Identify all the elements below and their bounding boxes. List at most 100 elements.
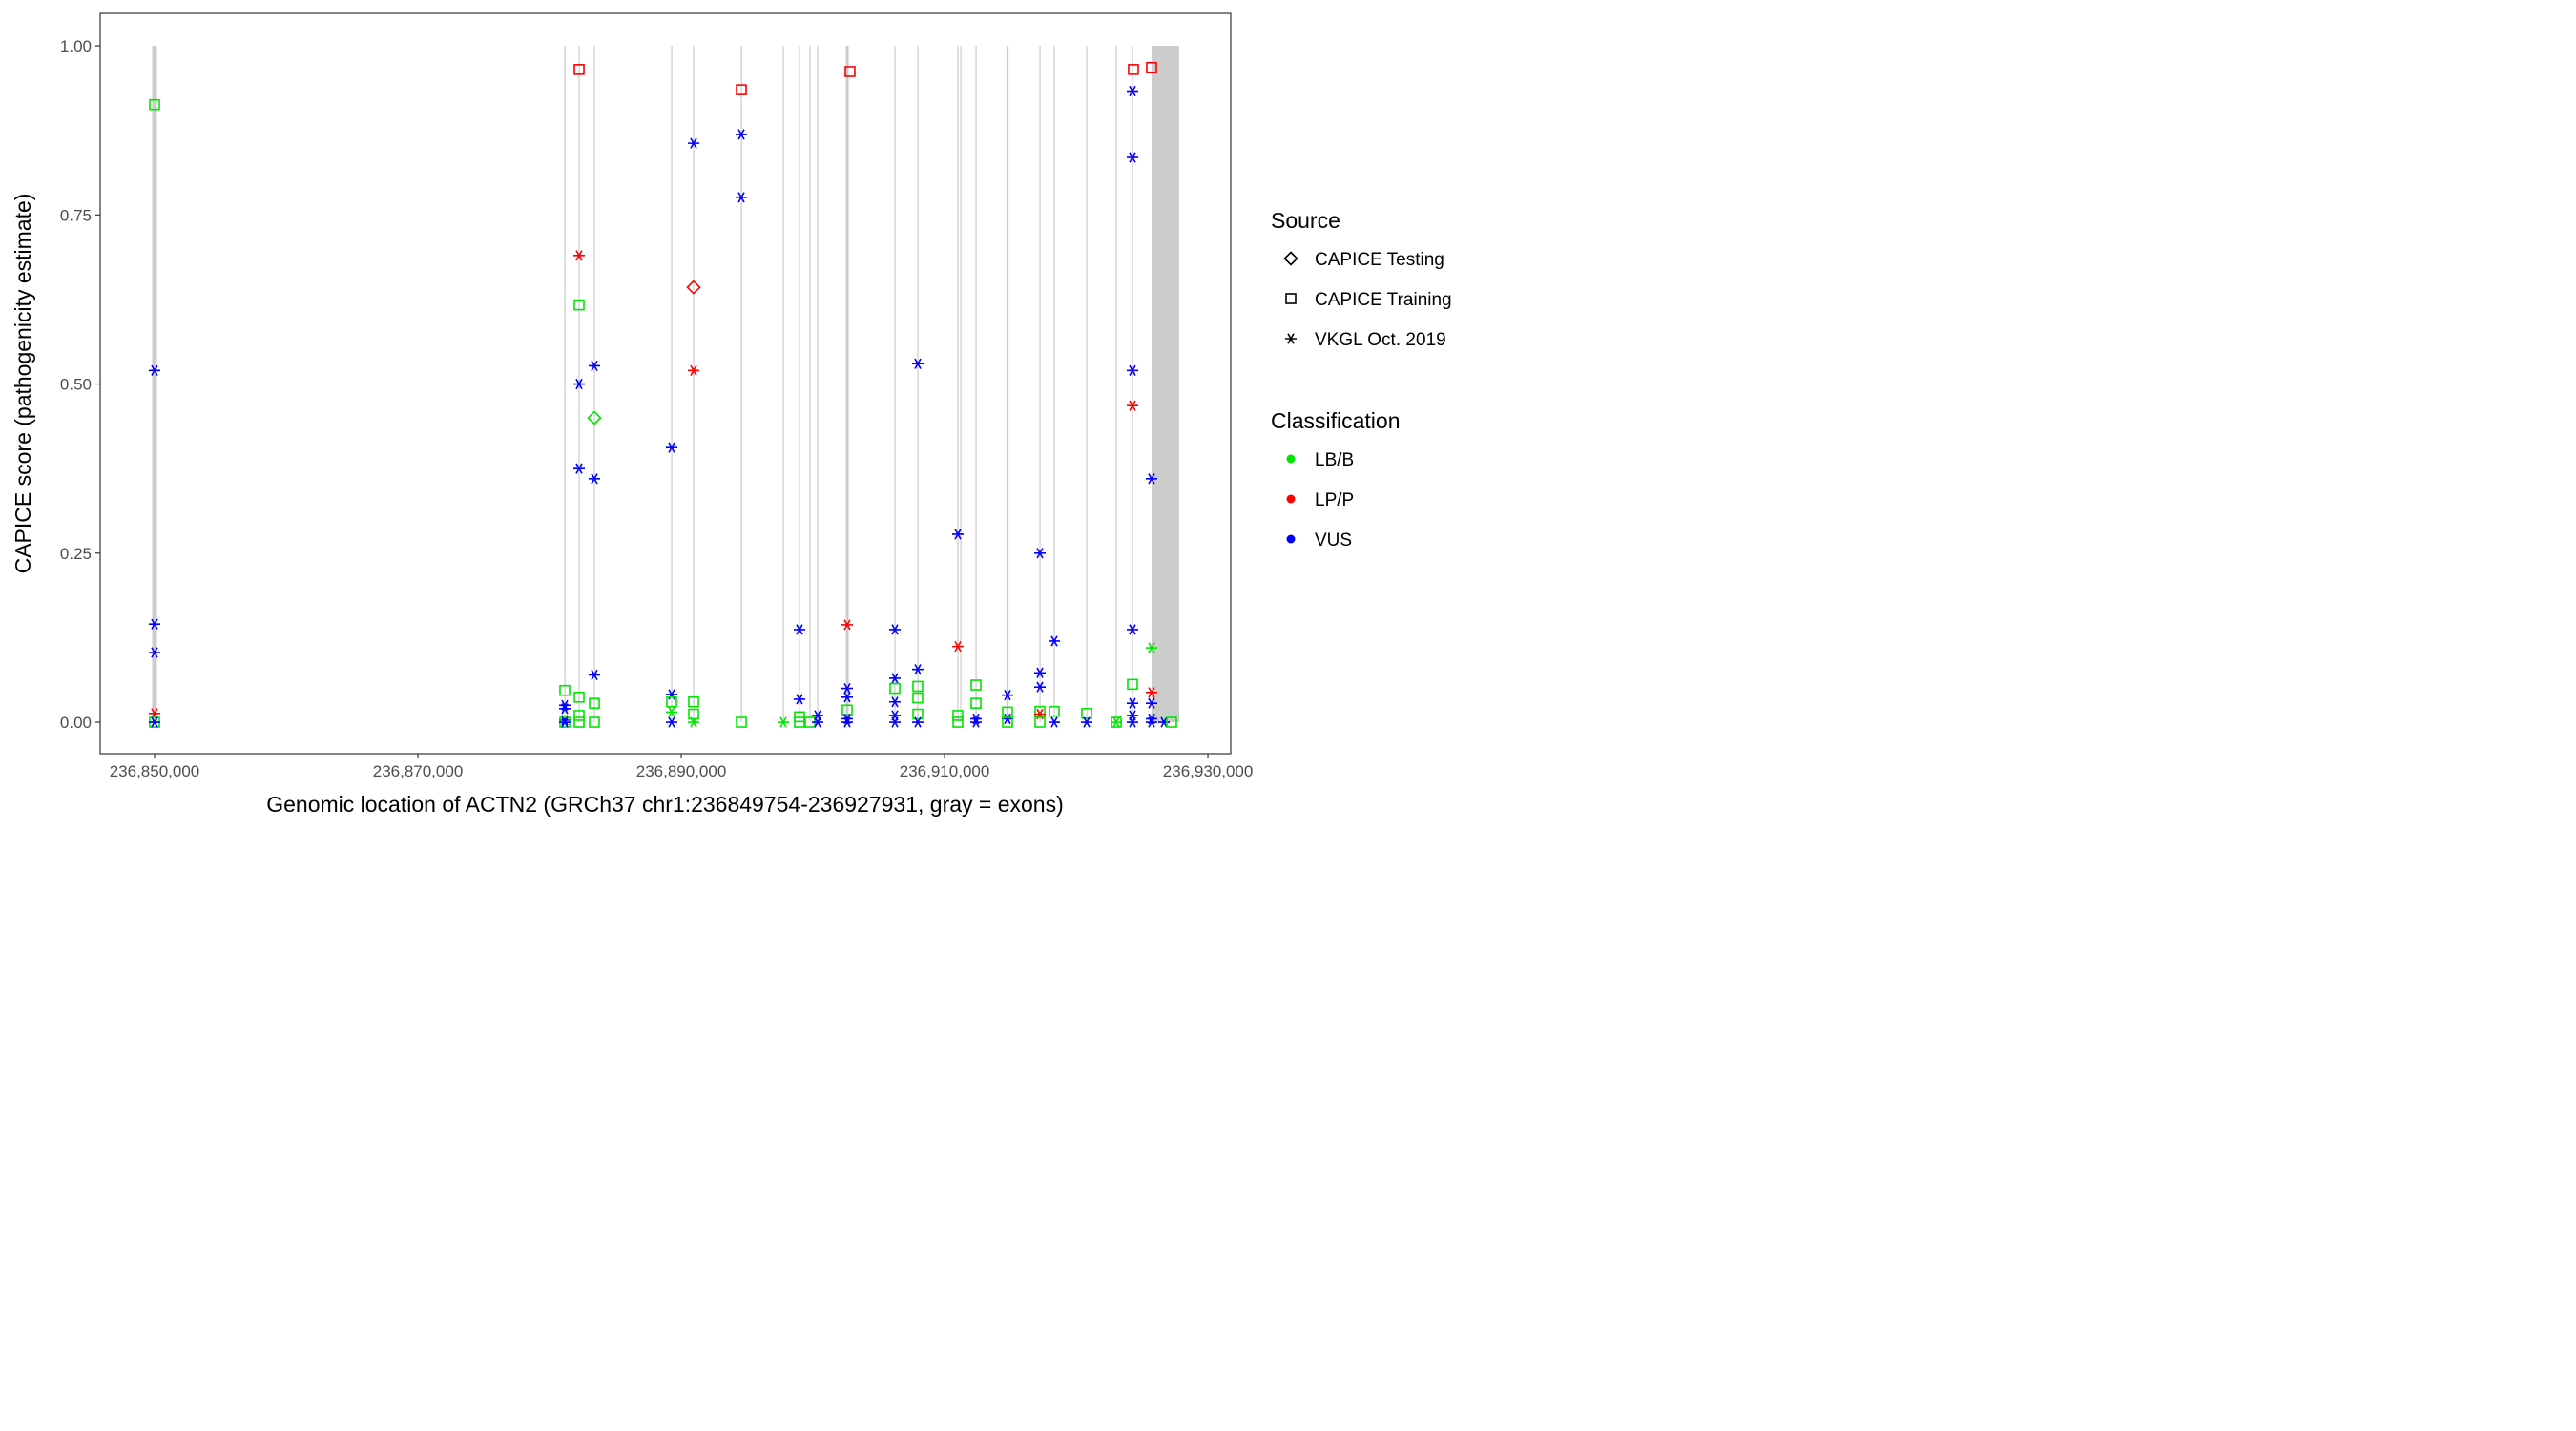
data-point-star-vus xyxy=(1126,716,1138,728)
data-point-star-lp-p xyxy=(687,364,699,376)
data-point-square-lb-b xyxy=(952,710,964,721)
legend-key-diamond-icon xyxy=(1283,251,1298,266)
data-point-star-vus xyxy=(841,682,853,695)
data-point-star-vus xyxy=(911,664,924,675)
exon-band xyxy=(957,46,959,723)
data-point-star-vus xyxy=(1126,364,1138,376)
legend: Source Classification CAPICE Testing CAPI… xyxy=(1271,208,1452,550)
data-point-star-vus xyxy=(1126,697,1138,709)
data-point-star-vus xyxy=(573,378,586,390)
data-point-square-lb-b xyxy=(912,680,924,693)
data-point-square-lb-b xyxy=(1034,716,1046,728)
x-tick-label: 236,910,000 xyxy=(900,762,990,780)
data-point-star-lp-p xyxy=(1126,400,1138,411)
y-axis-title: CAPICE score (pathogenicity estimate) xyxy=(10,194,35,574)
data-point-star-vus xyxy=(588,473,600,485)
legend-key-dot-icon xyxy=(1286,454,1296,464)
data-point-star-vus xyxy=(148,647,160,658)
data-point-square-lb-b xyxy=(1049,705,1060,717)
data-point-square-lp-p xyxy=(1128,64,1139,75)
data-point-square-lb-b xyxy=(573,716,585,728)
data-point-square-lb-b xyxy=(736,716,747,728)
data-point-star-vus xyxy=(970,716,982,728)
data-point-star-vus xyxy=(812,716,824,728)
legend-class-title: Classification xyxy=(1271,408,1401,433)
legend-source-label: CAPICE Testing xyxy=(1315,250,1444,270)
exon-band xyxy=(809,46,811,723)
data-point-star-vus xyxy=(1157,716,1170,728)
data-point-star-vus xyxy=(1126,624,1138,635)
data-point-star-vus xyxy=(951,529,964,540)
legend-source-label: VKGL Oct. 2019 xyxy=(1315,330,1446,350)
data-point-square-lb-b xyxy=(688,695,699,708)
data-point-square-lb-b xyxy=(149,98,160,111)
data-point-star-vus xyxy=(148,364,160,376)
y-tick-label: 0.25 xyxy=(60,545,92,563)
data-point-star-vus xyxy=(888,673,901,684)
data-point-star-lb-b xyxy=(687,716,699,728)
exon-band xyxy=(1086,46,1088,723)
data-point-square-lb-b xyxy=(1081,708,1092,719)
legend-key-square-icon xyxy=(1285,293,1297,304)
data-point-star-vus xyxy=(793,694,805,705)
data-point-square-lb-b xyxy=(573,299,585,311)
points-layer xyxy=(148,61,1177,728)
x-axis-title: Genomic location of ACTN2 (GRCh37 chr1:2… xyxy=(266,792,1064,817)
exon-band xyxy=(1151,46,1179,723)
data-point-square-lb-b xyxy=(912,708,924,720)
exon-band xyxy=(1053,46,1055,723)
data-point-square-lb-b xyxy=(589,716,600,728)
data-point-square-lp-p xyxy=(1146,61,1157,73)
x-tick-label: 236,930,000 xyxy=(1163,762,1254,780)
exon-band xyxy=(817,46,819,723)
data-point-star-vus xyxy=(911,358,924,369)
legend-source-title: Source xyxy=(1271,208,1340,233)
data-point-star-vus xyxy=(1001,690,1013,701)
legend-class-label: LP/P xyxy=(1315,490,1354,510)
data-point-square-lb-b xyxy=(589,697,600,709)
data-point-star-lb-b xyxy=(1145,642,1157,653)
legend-source-label: CAPICE Training xyxy=(1315,290,1452,310)
data-point-square-lp-p xyxy=(736,84,747,95)
data-point-diamond-lb-b xyxy=(587,410,602,425)
data-point-star-vus xyxy=(793,624,805,635)
data-point-square-lb-b xyxy=(559,684,571,696)
exon-band xyxy=(593,46,595,723)
data-point-square-lp-p xyxy=(573,64,585,75)
data-point-star-vus xyxy=(665,716,677,728)
data-point-star-lb-b xyxy=(665,706,677,718)
x-axis: 236,850,000 236,870,000 236,890,000 236,910… xyxy=(110,754,1254,780)
data-point-star-vus xyxy=(573,463,586,474)
exon-band xyxy=(152,46,157,723)
data-point-square-lb-b xyxy=(794,716,805,728)
exon-band xyxy=(740,46,742,723)
data-point-star-vus xyxy=(888,624,901,635)
data-point-square-lb-b xyxy=(970,679,982,691)
x-tick-label: 236,870,000 xyxy=(373,762,464,780)
data-point-star-lp-p xyxy=(1145,687,1157,698)
data-point-square-lp-p xyxy=(844,66,856,77)
scatter-chart: 236,850,000 236,870,000 236,890,000 236,910… xyxy=(10,12,1452,817)
data-point-star-vus xyxy=(665,442,677,453)
data-point-star-lp-p xyxy=(841,619,853,631)
data-point-square-lb-b xyxy=(1127,678,1138,691)
data-point-star-vus xyxy=(735,129,747,140)
data-point-star-vus xyxy=(1145,697,1157,709)
exon-band xyxy=(1006,46,1009,723)
data-point-square-lb-b xyxy=(1034,705,1046,717)
data-point-star-vus xyxy=(1034,681,1046,693)
data-point-square-lb-b xyxy=(952,716,964,728)
legend-class-label: LB/B xyxy=(1315,450,1354,470)
legend-key-dot-icon xyxy=(1286,534,1296,544)
x-tick-label: 236,850,000 xyxy=(110,762,200,780)
y-axis: 0.00 0.25 0.50 0.75 1.00 xyxy=(60,37,100,732)
exon-band xyxy=(1115,46,1117,723)
data-point-star-vus xyxy=(148,716,160,728)
data-point-star-vus xyxy=(841,716,853,728)
data-point-star-vus xyxy=(1126,85,1138,97)
exon-band xyxy=(671,46,673,723)
plot-panel-background xyxy=(100,13,1231,754)
data-point-square-lb-b xyxy=(666,695,677,708)
data-point-star-vus xyxy=(588,669,600,681)
data-point-star-vus xyxy=(1034,548,1046,559)
